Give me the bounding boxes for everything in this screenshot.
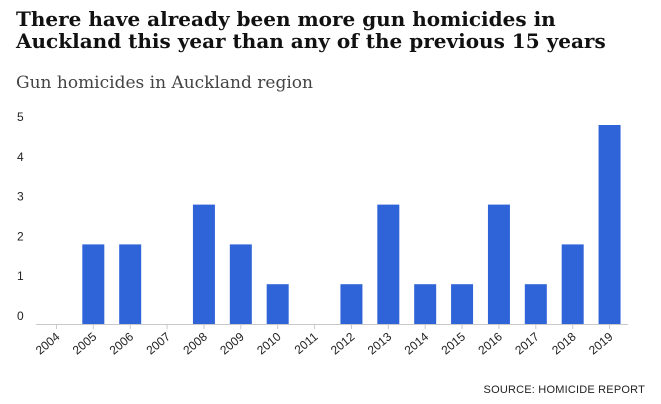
x-tick-label: 2009	[217, 329, 247, 357]
x-tick-label: 2006	[107, 329, 137, 357]
bar-2014	[414, 284, 437, 324]
x-tick-label: 2008	[180, 329, 210, 357]
y-tick-label: 0	[17, 309, 24, 323]
x-tick-label: 2007	[144, 329, 174, 357]
y-tick-label: 4	[17, 150, 24, 164]
bar-2009	[229, 244, 252, 324]
bar-2016	[487, 204, 510, 324]
bar-2017	[524, 284, 547, 324]
x-tick-label: 2012	[328, 329, 358, 357]
x-tick-label: 2018	[549, 329, 579, 357]
bar-2005	[82, 244, 105, 324]
y-tick-label: 2	[17, 229, 24, 243]
source-note: SOURCE: HOMICIDE REPORT	[483, 384, 645, 396]
x-tick-label: 2015	[439, 329, 469, 357]
y-tick-label: 5	[17, 110, 24, 124]
x-tick-label: 2019	[586, 329, 616, 357]
bar-2012	[340, 284, 363, 324]
x-tick-label: 2004	[33, 329, 63, 357]
bar-2008	[192, 204, 215, 324]
chart-subtitle: Gun homicides in Auckland region	[16, 73, 313, 93]
x-tick-label: 2005	[70, 329, 100, 357]
bar-2019	[598, 125, 621, 324]
bar-2018	[561, 244, 584, 324]
x-tick-label: 2016	[475, 329, 505, 357]
y-tick-label: 1	[17, 269, 24, 283]
x-tick-label: 2014	[402, 329, 432, 357]
x-tick-label: 2010	[254, 329, 284, 357]
bar-2010	[266, 284, 289, 324]
bar-2015	[451, 284, 474, 324]
x-tick-label: 2011	[292, 329, 321, 357]
x-tick-label: 2013	[365, 329, 395, 357]
x-tick-label: 2017	[512, 329, 542, 357]
chart-title: There have already been more gun homicid…	[16, 7, 606, 53]
bar-2006	[119, 244, 142, 324]
y-tick-label: 3	[17, 190, 24, 204]
bar-2013	[377, 204, 400, 324]
